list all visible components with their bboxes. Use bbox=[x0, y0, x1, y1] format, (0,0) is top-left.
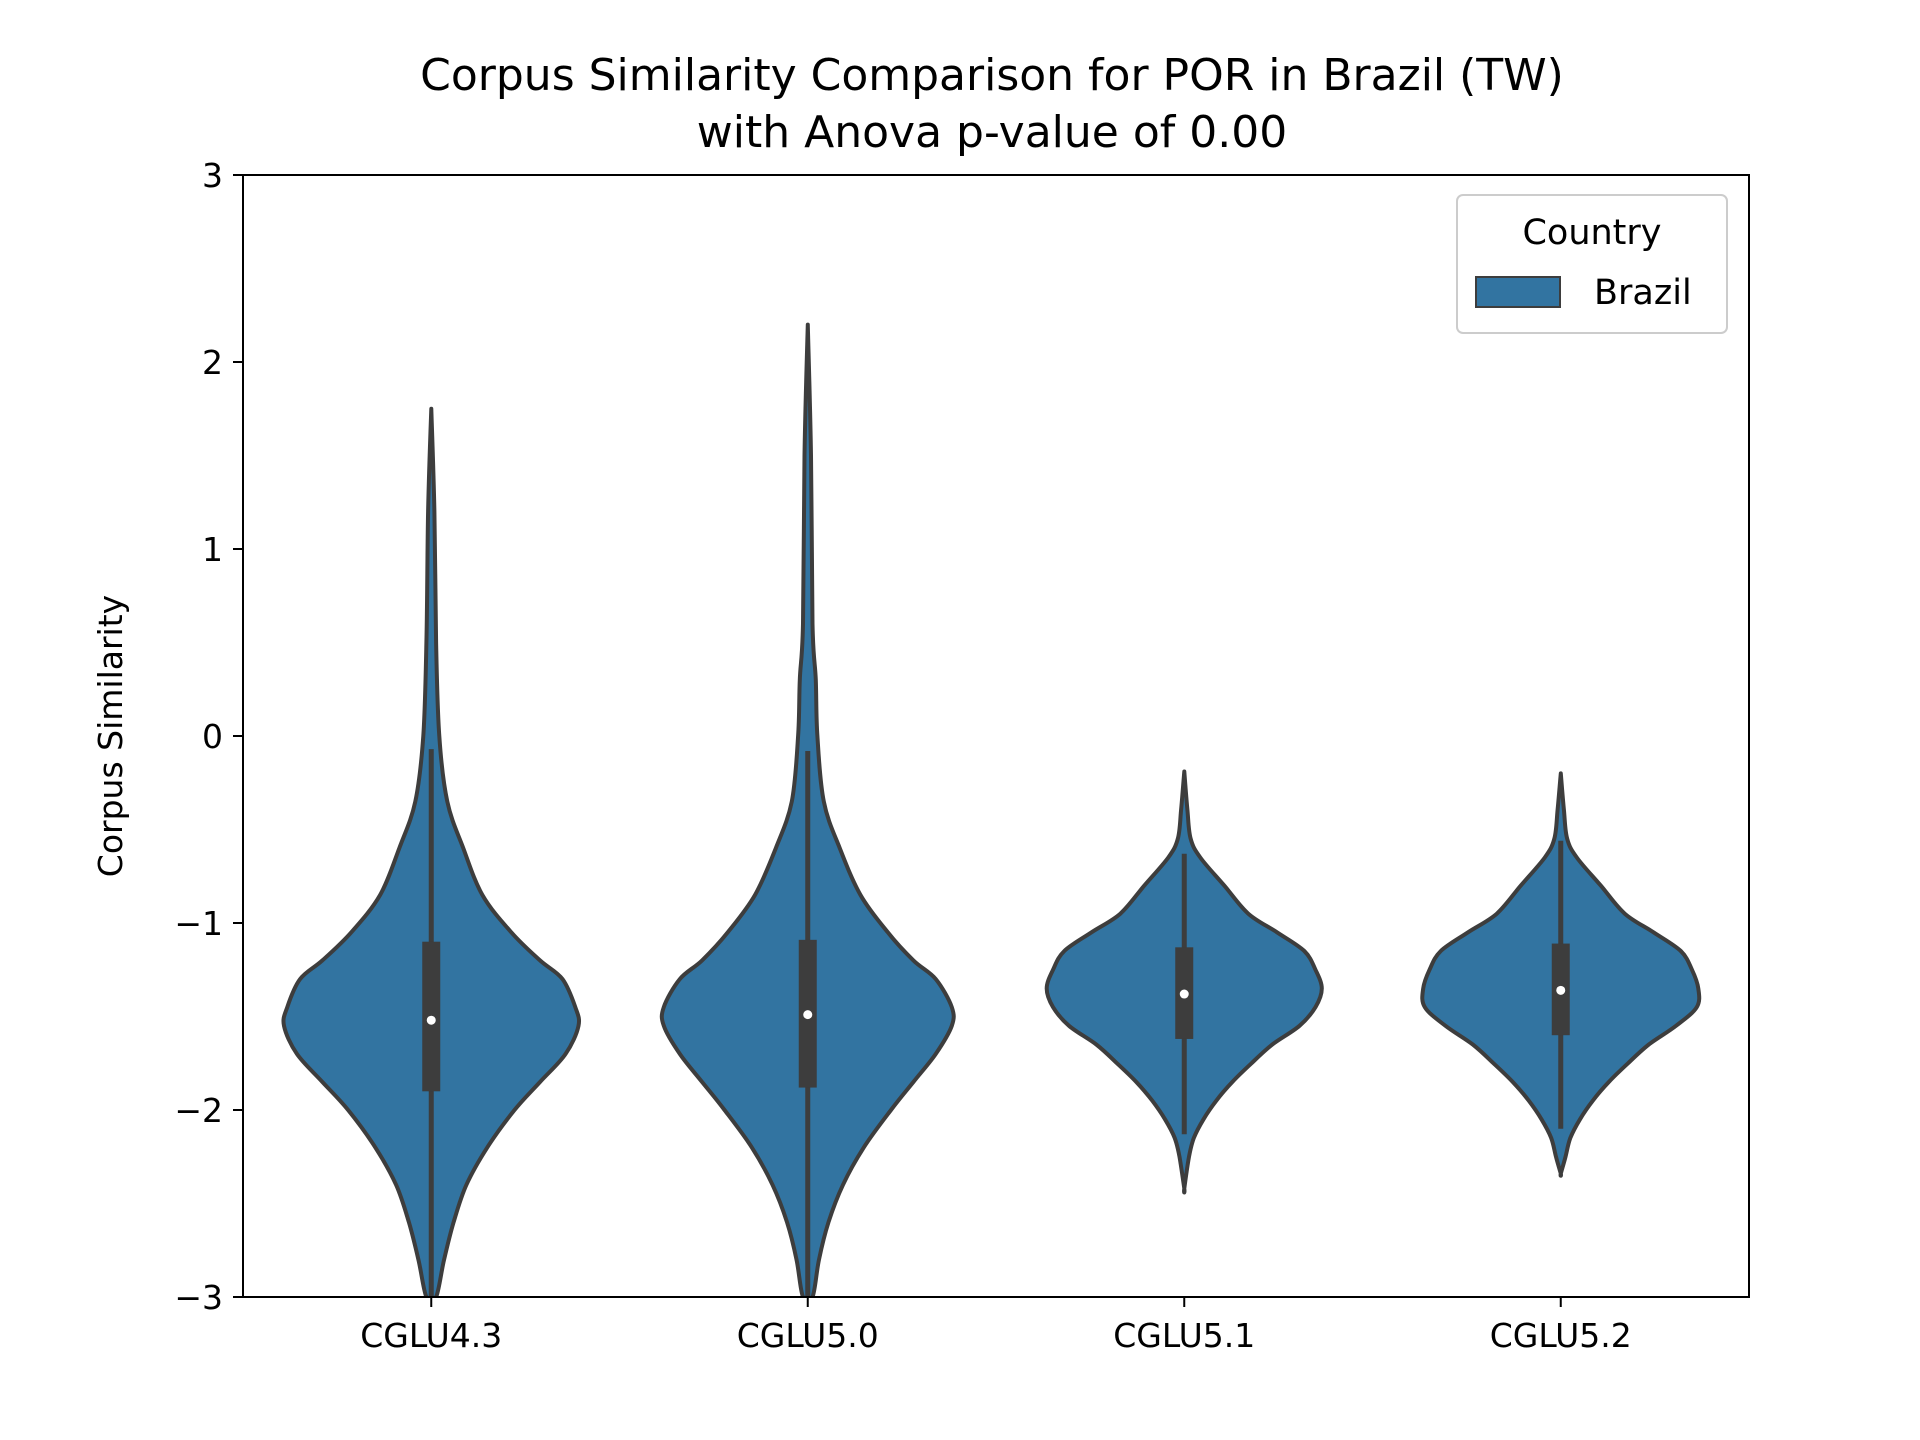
violin-cglu5-1 bbox=[1044, 769, 1324, 1195]
violin-cglu5-2 bbox=[1420, 771, 1702, 1178]
x-tick-label: CGLU4.3 bbox=[360, 1316, 502, 1355]
legend-title: Country bbox=[1522, 213, 1661, 253]
x-tick-label: CGLU5.0 bbox=[737, 1316, 879, 1355]
violin-cglu4-3 bbox=[281, 406, 582, 1297]
y-tick-label: −2 bbox=[174, 1091, 223, 1130]
violin-median-point bbox=[1179, 989, 1189, 999]
legend: Country Brazil bbox=[1456, 194, 1728, 334]
y-tick-label: 0 bbox=[202, 717, 223, 756]
violin-cglu5-0 bbox=[659, 322, 956, 1297]
violin-layer bbox=[281, 322, 1702, 1297]
y-tick-label: 3 bbox=[202, 156, 223, 195]
violin-median-point bbox=[803, 1010, 813, 1020]
x-axis: CGLU4.3 CGLU5.0 CGLU5.1 CGLU5.2 bbox=[360, 1297, 1632, 1355]
y-axis: 3 2 1 0 −1 −2 −3 bbox=[174, 156, 243, 1317]
x-tick-label: CGLU5.2 bbox=[1490, 1316, 1632, 1355]
y-tick-label: 1 bbox=[202, 530, 223, 569]
chart-subtitle: with Anova p-value of 0.00 bbox=[697, 107, 1287, 158]
violin-median-point bbox=[1556, 985, 1566, 995]
y-tick-label: −3 bbox=[174, 1278, 223, 1317]
x-tick-label: CGLU5.1 bbox=[1113, 1316, 1255, 1355]
violin-median-point bbox=[426, 1015, 436, 1025]
y-axis-label: Corpus Similarity bbox=[91, 595, 130, 877]
chart-title: Corpus Similarity Comparison for POR in … bbox=[420, 50, 1564, 101]
y-tick-label: 2 bbox=[202, 343, 223, 382]
legend-swatch-brazil bbox=[1475, 276, 1561, 308]
legend-entry-brazil: Brazil bbox=[1594, 273, 1692, 313]
y-tick-label: −1 bbox=[174, 904, 223, 943]
